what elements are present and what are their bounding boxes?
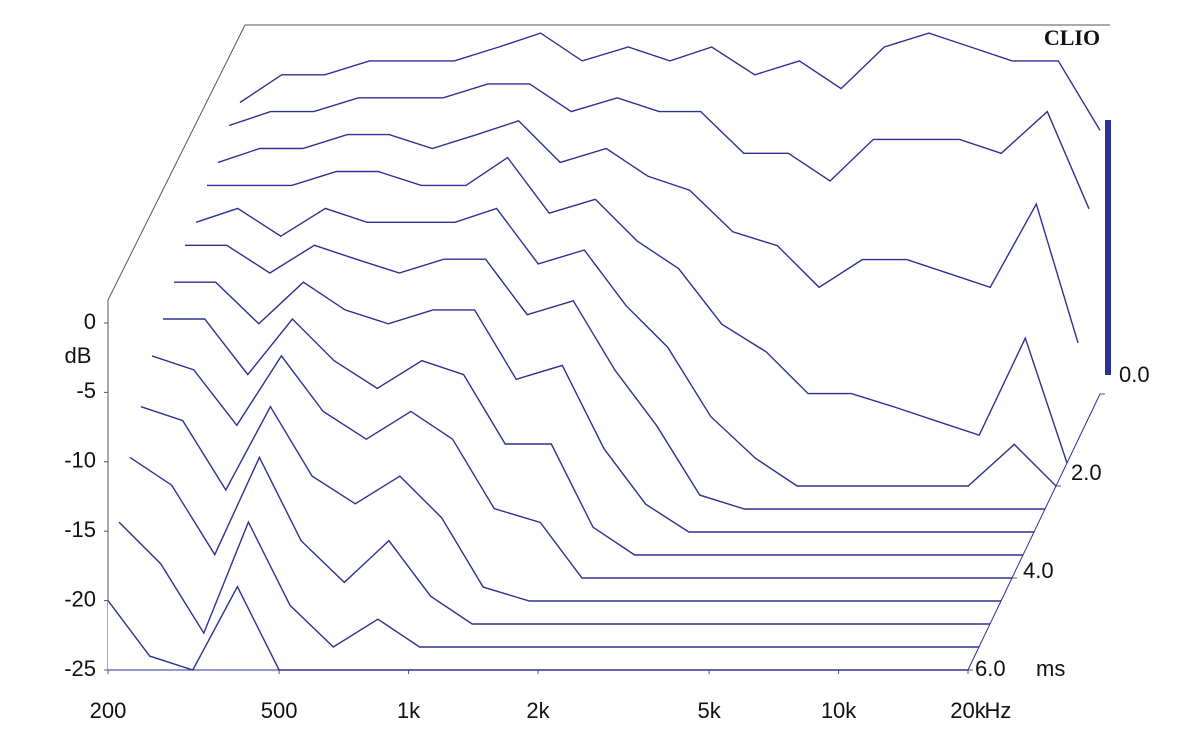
z-unit: ms <box>1036 656 1065 681</box>
slice-line <box>129 455 990 625</box>
slice-line <box>163 317 1023 556</box>
slice-line <box>174 281 1034 533</box>
frame-edge <box>107 24 246 301</box>
y-tick-label: -25 <box>64 656 96 681</box>
y-tick-label: 0 <box>84 309 96 334</box>
y-unit: dB <box>65 343 92 368</box>
slices <box>107 32 1101 671</box>
x-tick-label: 5k <box>697 698 721 723</box>
slice-line <box>217 119 1079 344</box>
x-unit: Hz <box>985 698 1012 723</box>
slice-line <box>195 207 1057 487</box>
slice-mask <box>108 586 968 670</box>
slice-line <box>207 156 1068 464</box>
floor-edge <box>967 393 1101 671</box>
slice-mask <box>141 406 1001 601</box>
x-tick-label: 10k <box>821 698 857 723</box>
x-tick-label: 2k <box>526 698 550 723</box>
z-tick-label: 4.0 <box>1023 558 1054 583</box>
frame <box>107 24 1111 670</box>
x-tick-label: 20k <box>950 698 986 723</box>
z-tick-label: 6.0 <box>975 656 1006 681</box>
slice-line <box>151 354 1012 579</box>
x-tick-label: 1k <box>397 698 421 723</box>
y-tick-label: -10 <box>64 448 96 473</box>
slice-line <box>228 83 1090 210</box>
z-tick-label: 2.0 <box>1071 460 1102 485</box>
slice-line <box>140 405 1001 602</box>
y-tick-label: -20 <box>64 586 96 611</box>
slice-mask <box>119 522 979 647</box>
y-tick-label: -5 <box>76 378 96 403</box>
y-tick-label: -15 <box>64 517 96 542</box>
z-tick-label: 0.0 <box>1119 362 1150 387</box>
x-tick-label: 500 <box>261 698 298 723</box>
slice-line <box>185 244 1045 510</box>
slice-line <box>239 32 1101 131</box>
watermark: CLIO <box>1044 25 1100 50</box>
slice-line <box>118 520 979 648</box>
x-tick-label: 200 <box>90 698 127 723</box>
